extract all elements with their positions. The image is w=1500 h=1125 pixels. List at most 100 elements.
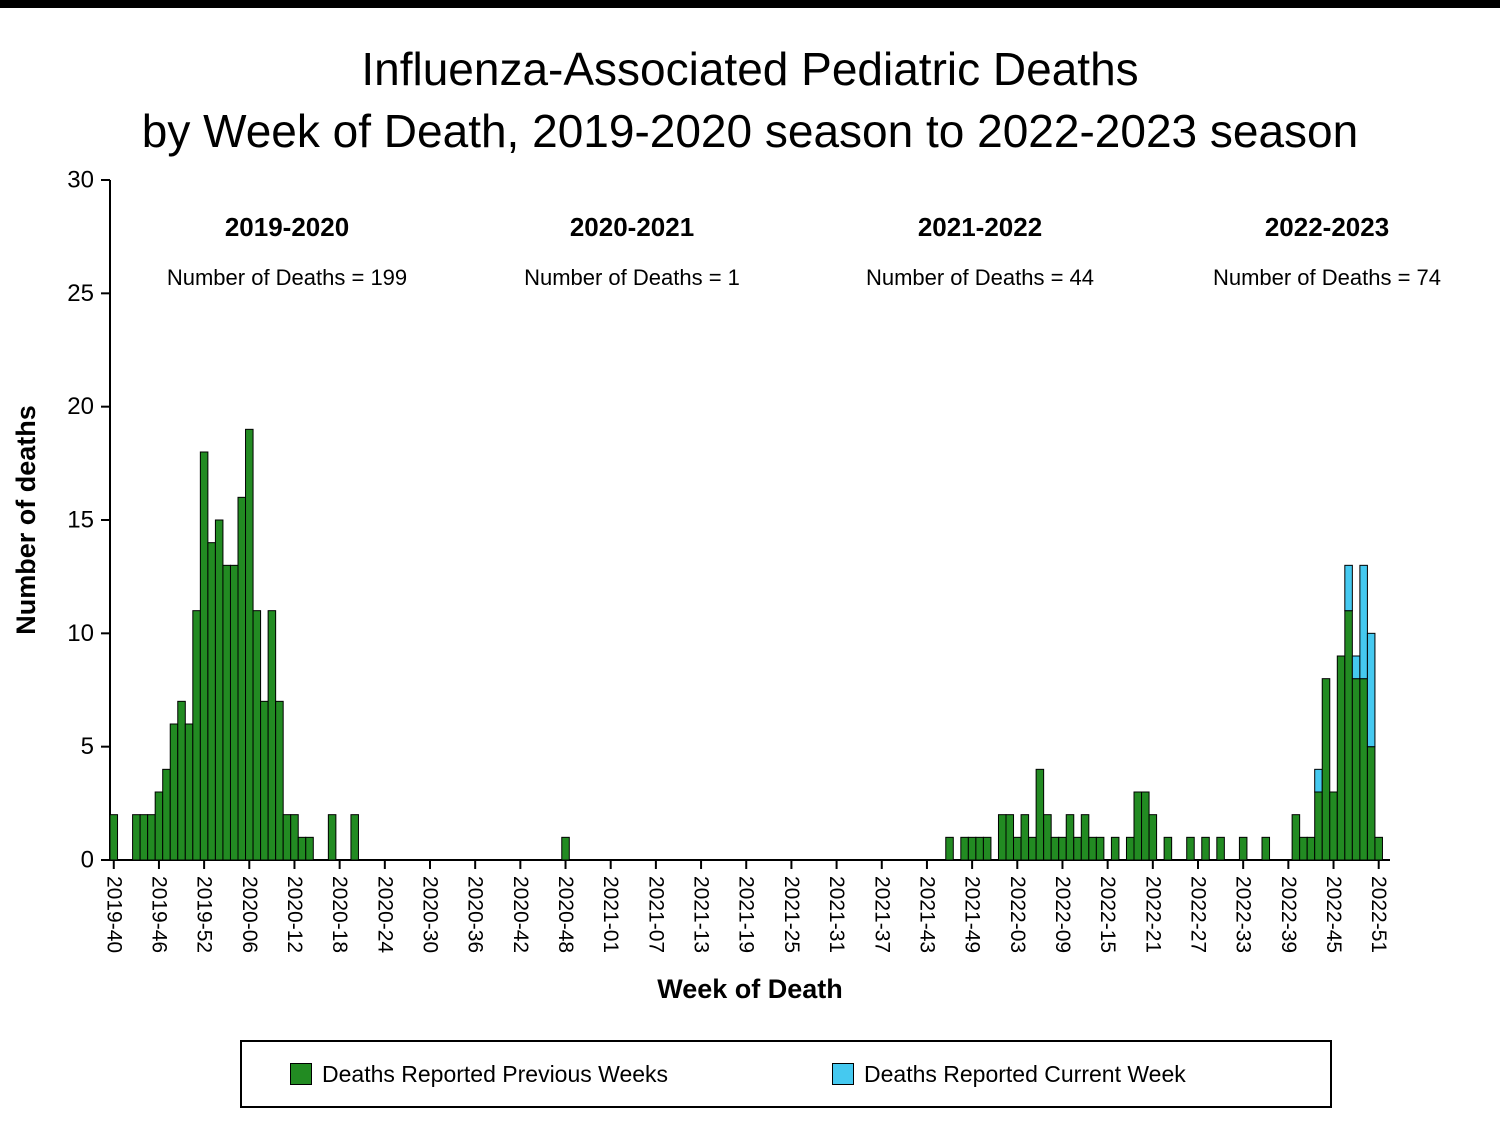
bar-previous-2019-43 [132,814,141,861]
bar-previous-2022-48 [1351,678,1361,861]
x-tick-label: 2022-45 [1322,876,1345,953]
x-tick-label: 2019-40 [102,876,125,953]
bar-previous-2021-49 [967,836,977,861]
season-header-2020-2021: 2020-2021 Number of Deaths = 1 [432,212,832,291]
bar-previous-2021-51 [982,836,992,861]
bar-previous-2020-06 [245,428,254,861]
bar-previous-2019-50 [184,723,194,861]
bar-previous-2022-08 [1050,836,1060,861]
bar-current-2022-48 [1351,655,1361,680]
bar-previous-2022-23 [1163,836,1173,861]
x-tick-label: 2020-48 [554,876,577,953]
y-tick-label: 5 [81,733,94,760]
bar-previous-2020-01 [207,542,216,861]
bar-previous-2019-49 [177,700,186,861]
y-tick-label: 15 [67,507,94,534]
bar-previous-2022-21 [1148,814,1158,861]
x-tick-label: 2022-27 [1187,876,1210,953]
legend-item-current-week: Deaths Reported Current Week [832,1042,1186,1106]
bar-previous-2020-04 [229,564,239,861]
bar-previous-2022-49 [1359,678,1368,861]
bar-previous-2019-45 [147,814,156,861]
bar-previous-2022-41 [1299,836,1308,861]
x-tick-label: 2019-46 [147,876,170,953]
x-tick-label: 2020-30 [419,876,442,953]
bar-previous-2020-03 [222,564,231,861]
x-tick-label: 2020-24 [373,876,396,953]
bar-previous-2022-04 [1020,814,1030,861]
bar-current-2022-49 [1359,564,1368,680]
bar-previous-2022-43 [1314,791,1323,861]
bar-previous-2019-48 [169,723,179,861]
bar-previous-2021-50 [975,836,984,861]
y-tick-label: 10 [67,620,94,647]
bar-previous-2022-01 [997,814,1007,861]
bar-previous-2022-33 [1238,836,1248,861]
bar-previous-2022-50 [1366,746,1376,861]
season-header-2022-2023: 2022-2023 Number of Deaths = 74 [1127,212,1500,291]
season-label: 2020-2021 [569,212,695,242]
bar-previous-2022-36 [1261,836,1271,861]
bar-previous-2020-10 [275,700,284,861]
x-tick-label: 2021-25 [780,876,803,953]
bar-previous-2022-05 [1028,836,1037,861]
season-label: 2019-2020 [224,212,350,242]
x-tick-label: 2022-39 [1277,876,1300,953]
bar-previous-2019-44 [139,814,149,861]
bar-previous-2022-44 [1321,678,1331,861]
bar-previous-2020-02 [214,519,224,861]
bar-previous-2020-05 [237,496,247,861]
legend: Deaths Reported Previous Weeks Deaths Re… [240,1040,1332,1108]
bar-previous-2022-03 [1013,836,1022,861]
bar-previous-2022-18 [1125,836,1135,861]
x-tick-label: 2022-51 [1367,876,1390,953]
bar-previous-2020-07 [252,610,262,861]
x-tick-label: 2022-15 [1096,876,1119,953]
bar-previous-2020-12 [290,814,299,861]
x-tick-label: 2022-21 [1141,876,1164,953]
season-label: 2021-2022 [917,212,1043,242]
previous-weeks-label: Deaths Reported Previous Weeks [322,1060,669,1087]
y-tick-label: 30 [67,167,94,194]
bar-previous-2022-09 [1058,836,1067,861]
bar-previous-2022-47 [1344,610,1353,861]
x-tick-label: 2021-49 [961,876,984,953]
x-tick-label: 2021-43 [915,876,938,953]
bar-previous-2022-28 [1201,836,1210,861]
x-axis-title: Week of Death [657,974,843,1004]
bar-previous-2020-14 [305,836,314,861]
x-tick-label: 2021-37 [870,876,893,953]
x-tick-label: 2021-01 [599,876,622,953]
bar-previous-2019-46 [154,791,164,861]
window-top-bar [0,0,1500,8]
chart-title: Influenza-Associated Pediatric Deaths by… [0,38,1500,162]
y-axis-title: Number of deaths [11,405,41,635]
season-header-2021-2022: 2021-2022 Number of Deaths = 44 [780,212,1180,291]
bar-previous-2019-52 [199,451,209,861]
x-tick-label: 2022-33 [1232,876,1255,953]
x-tick-label: 2020-42 [509,876,532,953]
bar-previous-2020-11 [282,814,292,861]
bar-previous-2020-20 [350,814,359,861]
legend-item-previous-weeks: Deaths Reported Previous Weeks [290,1042,668,1106]
season-death-count: Number of Deaths = 44 [865,265,1095,290]
x-tick-label: 2022-09 [1051,876,1074,953]
season-header-2019-2020: 2019-2020 Number of Deaths = 199 [87,212,487,291]
bar-previous-2020-13 [297,836,307,861]
bar-previous-2022-12 [1080,814,1090,861]
bar-previous-2022-16 [1110,836,1120,861]
bar-previous-2022-40 [1291,814,1301,861]
chart-title-line2: by Week of Death, 2019-2020 season to 20… [141,105,1359,157]
x-tick-label: 2020-18 [328,876,351,953]
bar-previous-2020-17 [327,814,337,861]
bar-previous-2022-26 [1186,836,1195,861]
x-tick-label: 2021-13 [690,876,713,953]
bar-previous-2019-47 [162,768,171,861]
x-tick-label: 2021-31 [825,876,848,953]
bar-previous-2020-48 [561,836,570,861]
y-tick-label: 0 [81,847,94,874]
bar-previous-2022-46 [1336,655,1346,861]
bar-previous-2021-48 [960,836,969,861]
